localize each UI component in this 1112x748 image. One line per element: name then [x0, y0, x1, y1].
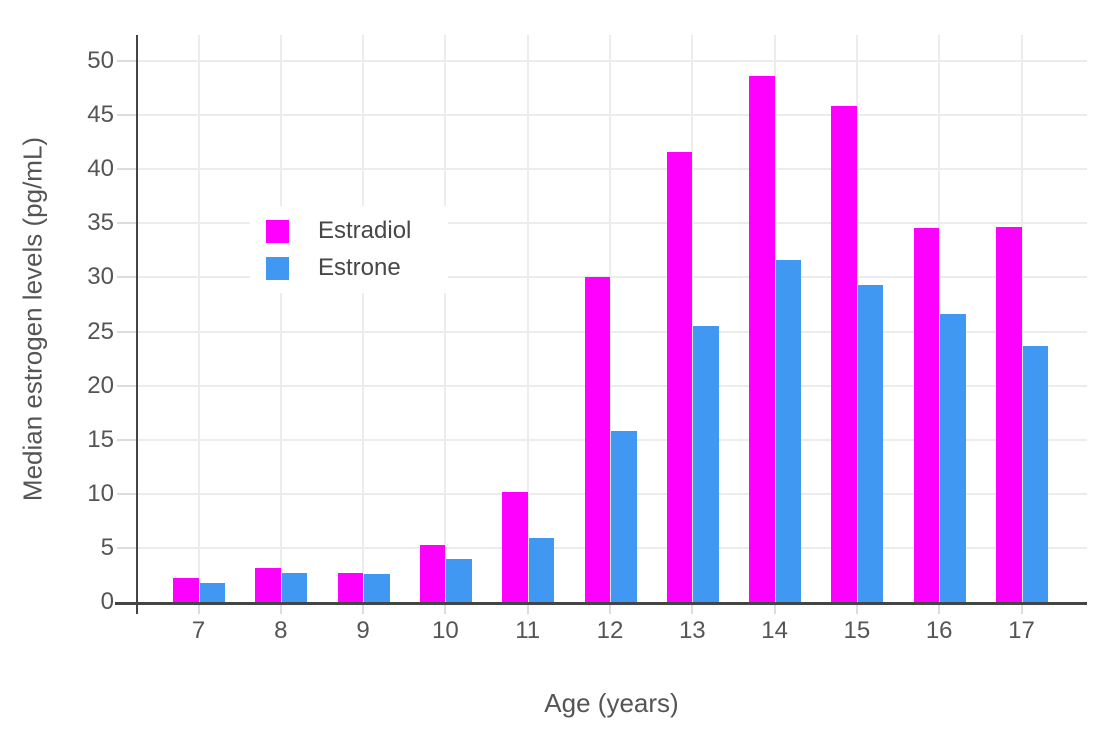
estradiol-swatch-icon: [266, 219, 289, 243]
y-tick-label: 0: [100, 588, 114, 615]
x-tick: [362, 605, 365, 614]
x-tick: [691, 605, 694, 614]
bar-estrone-age-16: [940, 314, 966, 602]
y-tick-label: 25: [87, 317, 114, 345]
bar-estradiol-age-14: [749, 76, 775, 602]
y-tick: [117, 438, 136, 441]
x-tick: [197, 605, 200, 614]
y-tick-label: 35: [87, 209, 114, 237]
bar-estrone-age-12: [611, 431, 637, 602]
y-tick-label: 45: [87, 101, 114, 129]
bar-estradiol-age-9: [337, 572, 364, 602]
gridline-vertical: [855, 35, 858, 602]
x-tick-label: 15: [843, 617, 871, 644]
x-tick-label: 13: [678, 617, 706, 644]
bar-estradiol-age-11: [502, 491, 528, 602]
x-tick-label: 11: [515, 617, 541, 644]
gridline-horizontal: [136, 384, 1087, 387]
y-axis-line: [136, 35, 138, 614]
gridline-horizontal: [136, 168, 1087, 171]
x-tick: [609, 605, 611, 614]
bar-estradiol-age-8: [255, 568, 281, 602]
y-tick-label: 20: [87, 371, 114, 399]
y-tick-label: 30: [87, 263, 114, 291]
x-tick-label: 12: [596, 617, 624, 644]
legend: Estradiol Estrone: [250, 206, 448, 293]
x-tick-label: 16: [925, 617, 953, 644]
y-tick-label: 15: [87, 425, 114, 453]
y-tick: [117, 60, 136, 62]
y-tick-label: 10: [87, 479, 114, 507]
y-tick: [117, 492, 136, 495]
x-tick: [444, 605, 447, 614]
bar-estrone-age-10: [446, 558, 472, 602]
x-tick-label: 10: [432, 617, 459, 644]
gridline-horizontal: [136, 114, 1087, 117]
x-tick: [938, 605, 941, 614]
bar-estradiol-age-7: [173, 578, 199, 602]
y-tick-label: 40: [87, 155, 114, 183]
x-tick-label: 14: [761, 617, 788, 644]
x-tick: [855, 605, 858, 614]
bar-estradiol-age-16: [913, 227, 940, 602]
bar-estradiol-age-13: [666, 151, 693, 602]
gridline-horizontal: [136, 330, 1087, 333]
x-tick-label: 9: [356, 617, 370, 644]
gridline-horizontal: [136, 276, 1087, 279]
bar-estrone-age-9: [364, 573, 390, 602]
bar-estradiol-age-17: [996, 226, 1022, 602]
bar-estrone-age-8: [281, 572, 308, 602]
y-tick: [117, 276, 136, 279]
y-tick: [117, 546, 136, 549]
legend-item-estrone[interactable]: Estrone: [266, 255, 448, 281]
gridline-vertical: [197, 35, 200, 602]
bar-estradiol-age-15: [831, 106, 857, 602]
x-tick: [279, 605, 282, 614]
x-axis-title: Age (years): [544, 688, 679, 718]
bar-estrone-age-11: [528, 538, 555, 602]
y-tick-label: 50: [87, 47, 114, 74]
gridline-horizontal: [136, 222, 1087, 225]
x-tick: [773, 605, 776, 614]
gridline-vertical: [444, 35, 447, 602]
y-tick: [117, 384, 136, 387]
x-tick: [526, 605, 529, 614]
x-tick-label: 7: [191, 617, 206, 644]
y-tick: [117, 114, 136, 117]
bar-estrone-age-17: [1022, 345, 1048, 602]
bar-estrone-age-15: [857, 284, 884, 602]
y-tick: [117, 168, 136, 171]
x-tick-label: 17: [1008, 617, 1035, 644]
legend-item-estradiol[interactable]: Estradiol: [266, 218, 448, 244]
legend-label-estradiol: Estradiol: [318, 217, 412, 244]
bar-estradiol-age-12: [584, 277, 610, 602]
gridline-vertical: [526, 35, 529, 602]
gridline-vertical: [279, 35, 282, 602]
y-tick: [117, 222, 136, 225]
bar-estradiol-age-10: [419, 544, 446, 602]
bar-estrone-age-13: [693, 326, 719, 602]
x-tick: [1020, 605, 1023, 614]
bar-estrone-age-14: [775, 260, 802, 602]
y-tick-label: 5: [100, 533, 114, 561]
legend-label-estrone: Estrone: [318, 254, 401, 281]
gridline-vertical: [609, 35, 611, 602]
gridline-horizontal: [136, 60, 1087, 62]
gridline-vertical: [1020, 35, 1023, 602]
y-tick: [117, 330, 136, 333]
bar-estrone-age-7: [199, 582, 225, 602]
x-tick-label: 8: [274, 617, 288, 644]
gridline-vertical: [691, 35, 694, 602]
estrone-swatch-icon: [266, 256, 289, 280]
gridline-vertical: [773, 35, 776, 602]
x-axis-line: [115, 602, 1087, 605]
gridline-vertical: [938, 35, 941, 602]
gridline-vertical: [362, 35, 365, 602]
